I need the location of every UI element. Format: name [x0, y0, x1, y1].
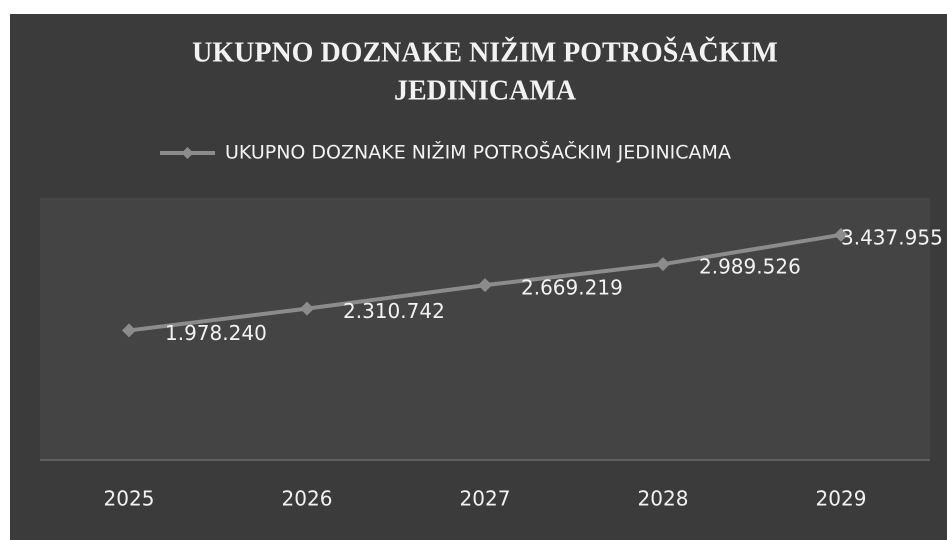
x-tick-label: 2028	[638, 487, 689, 511]
point-marker	[478, 278, 492, 293]
data-label: 2.989.526	[699, 255, 801, 279]
chart-title: JEDINICAMA	[394, 75, 577, 106]
x-tick-label: 2025	[104, 487, 155, 511]
x-tick-label: 2029	[816, 487, 867, 511]
x-tick-label: 2026	[282, 487, 333, 511]
point-marker	[300, 301, 314, 316]
chart-title: UKUPNO DOZNAKE NIŽIM POTROŠAČKIM	[192, 37, 778, 68]
plot-area	[40, 198, 930, 460]
data-label: 2.310.742	[343, 299, 445, 323]
point-marker	[656, 257, 670, 272]
data-label: 2.669.219	[521, 276, 623, 300]
x-tick-label: 2027	[460, 487, 511, 511]
legend-label: UKUPNO DOZNAKE NIŽIM POTROŠAČKIM JEDINIC…	[225, 140, 731, 164]
legend-marker	[181, 147, 194, 159]
point-marker	[834, 227, 848, 242]
point-marker	[122, 323, 136, 338]
data-label: 1.978.240	[165, 321, 267, 345]
data-label: 3.437.955	[841, 225, 943, 249]
